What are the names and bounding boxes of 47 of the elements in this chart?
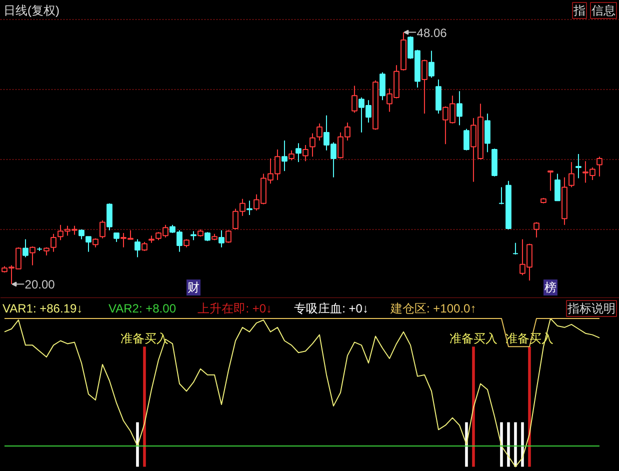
text: 20.00 xyxy=(24,278,55,292)
annotation: 信息 xyxy=(592,4,616,18)
candlestick xyxy=(422,59,428,114)
candlestick xyxy=(456,90,462,126)
x-tick-label: 榜 xyxy=(544,280,556,294)
text: 指标说明 xyxy=(566,302,616,316)
text: 专吸庄血: +0↓ xyxy=(294,302,368,316)
candlestick xyxy=(484,113,490,153)
candlestick xyxy=(576,153,582,179)
candlestick xyxy=(86,236,92,252)
candlestick xyxy=(296,142,302,163)
x-tick-label: 财 xyxy=(187,280,200,294)
annotation: 准备买入 xyxy=(120,332,168,346)
candlestick xyxy=(302,144,308,162)
candlestick xyxy=(100,220,106,239)
candlestick xyxy=(246,200,252,216)
annotation: 指 xyxy=(572,4,586,18)
annotation: 准备买入 xyxy=(449,332,498,346)
candlestick xyxy=(352,85,358,114)
series-label: 建仓区: +100.0↑ xyxy=(390,302,476,316)
candlestick xyxy=(106,202,112,231)
candlestick xyxy=(534,222,540,238)
candlestick xyxy=(226,230,232,244)
candlestick xyxy=(50,233,56,252)
candlestick xyxy=(512,242,518,256)
candlestick xyxy=(316,122,322,142)
series-label: VAR1: +86.19↓ xyxy=(2,302,83,316)
text: 上升在即: +0↓ xyxy=(198,302,272,316)
candlestick xyxy=(568,162,574,188)
candlestick xyxy=(288,150,294,161)
candlestick xyxy=(436,78,442,114)
chart-title: 日线(复权) xyxy=(4,4,60,18)
candlestick xyxy=(134,238,140,258)
candlestick xyxy=(282,140,288,172)
text: VAR2: +8.00 xyxy=(108,302,176,316)
candlestick xyxy=(310,132,316,158)
candlestick xyxy=(554,173,560,202)
candlestick xyxy=(596,156,602,177)
candlestick xyxy=(22,238,28,258)
candlestick xyxy=(380,72,386,101)
candlestick xyxy=(78,228,84,240)
candlestick xyxy=(428,50,434,78)
text: 48.06 xyxy=(416,26,447,40)
candlestick xyxy=(30,246,36,266)
candlestick xyxy=(218,230,224,248)
candlestick xyxy=(464,128,470,151)
candlestick xyxy=(548,170,554,192)
